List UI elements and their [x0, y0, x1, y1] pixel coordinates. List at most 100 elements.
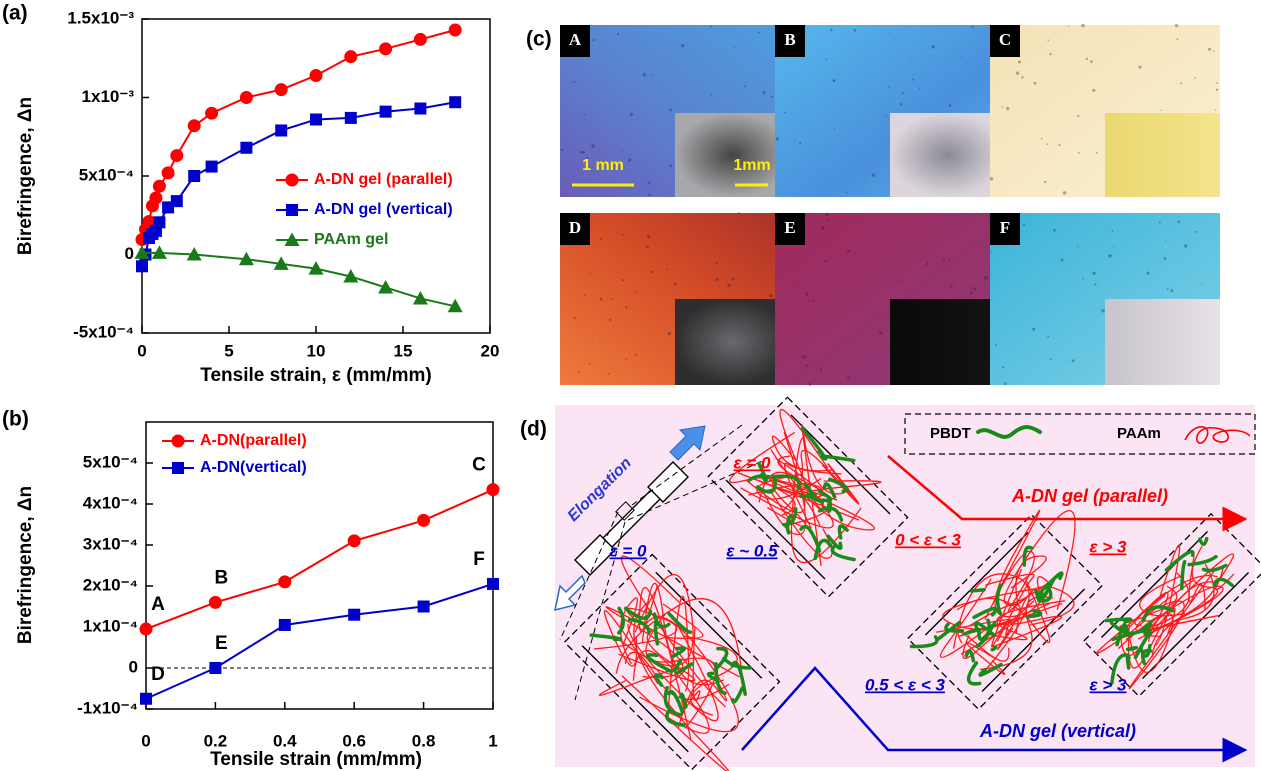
speck [608, 318, 612, 322]
speck [846, 376, 850, 379]
y-tick-label: 5x10⁻⁴ [79, 165, 134, 184]
speck [824, 259, 828, 263]
pbdt-chain [667, 689, 685, 714]
y-tick-label: 3x10⁻⁴ [83, 534, 138, 553]
speck [931, 45, 935, 49]
speck [624, 306, 628, 309]
speck [1044, 180, 1047, 184]
speck [1177, 220, 1181, 224]
panel-label: (d) [520, 418, 547, 441]
marker [378, 279, 394, 294]
stage-label: ε > 3 [1090, 675, 1128, 694]
pbdt-chain [665, 710, 686, 727]
inset-photo [1105, 113, 1220, 197]
pbdt-chain [785, 513, 793, 535]
speck [942, 258, 945, 261]
marker [205, 160, 218, 173]
speck [820, 226, 825, 230]
speck [687, 54, 689, 57]
pbdt-chain [1042, 583, 1053, 603]
speck [819, 368, 823, 371]
speck [1053, 228, 1056, 232]
pbdt-chain [671, 646, 686, 658]
point-label: D [151, 664, 165, 685]
speck [989, 177, 994, 181]
zoom-area [615, 501, 635, 521]
paam-chain [1128, 570, 1216, 690]
pbdt-chain [969, 588, 986, 593]
marker [172, 462, 184, 474]
speck [1081, 23, 1085, 28]
scale-bar-label: 1mm [733, 157, 770, 174]
marker [240, 141, 253, 154]
speck [990, 251, 993, 254]
pbdt-chain [837, 524, 849, 540]
speck [793, 139, 796, 142]
paam-chain [677, 679, 728, 729]
speck [885, 114, 888, 117]
paam-chain [779, 408, 829, 510]
pbdt-chain [817, 506, 844, 522]
speck [1068, 25, 1070, 27]
series-line [145, 582, 494, 700]
paam-chain [781, 449, 854, 512]
speck [1215, 88, 1219, 91]
marker [239, 91, 253, 104]
speck [1021, 76, 1024, 79]
speck [1174, 23, 1179, 28]
pbdt-chain [1179, 559, 1187, 591]
pbdt-chain [1212, 577, 1234, 588]
speck [1090, 60, 1093, 63]
speck [1018, 60, 1021, 64]
pbdt-chain [623, 606, 653, 620]
scale-bar-label: 1 mm [582, 157, 624, 174]
speck [833, 127, 836, 130]
stage-label: A-DN gel (parallel) [1011, 486, 1168, 506]
pbdt-chain [654, 673, 664, 687]
pbdt-chain [663, 685, 682, 717]
speck [775, 137, 780, 141]
pbdt-chain [1201, 563, 1228, 573]
marker [278, 618, 291, 631]
paam-chain [678, 627, 701, 719]
dashed-outline [906, 513, 1104, 711]
speck [573, 317, 576, 320]
pbdt-chain [1104, 617, 1133, 624]
x-tick-label: 0 [141, 731, 150, 750]
zoom-line [574, 521, 626, 701]
speck [646, 245, 649, 249]
speck [1212, 50, 1215, 53]
pbdt-chain [1025, 609, 1043, 619]
speck [1015, 71, 1020, 75]
speck [731, 277, 735, 281]
paam-chain [994, 509, 1050, 618]
inset-photo [1105, 299, 1220, 385]
pbdt-chain [675, 662, 694, 675]
pbdt-chain [645, 653, 674, 674]
marker [347, 534, 361, 548]
stage-label: ε > 3 [1090, 537, 1128, 556]
pbdt-chain [990, 645, 998, 652]
x-tick-label: 15 [394, 341, 413, 360]
speck [846, 249, 850, 253]
speck [642, 73, 647, 77]
speck [583, 113, 586, 116]
speck [1111, 230, 1114, 233]
stage-label: A-DN gel (vertical) [979, 721, 1136, 741]
marker [486, 483, 500, 497]
marker [417, 600, 430, 613]
marker [171, 434, 185, 448]
speck [864, 180, 866, 182]
gel-edge [1141, 571, 1250, 680]
pbdt-chain [822, 482, 837, 499]
speck [1208, 47, 1212, 51]
marker [343, 268, 359, 283]
speck [1158, 221, 1161, 224]
stage-label: 0.5 < ε < 3 [865, 675, 946, 694]
speck [1176, 38, 1179, 41]
inset-photo [675, 299, 790, 385]
marker [379, 105, 392, 118]
marker [275, 124, 288, 137]
marker [161, 166, 175, 180]
pbdt-chain [1141, 605, 1175, 623]
